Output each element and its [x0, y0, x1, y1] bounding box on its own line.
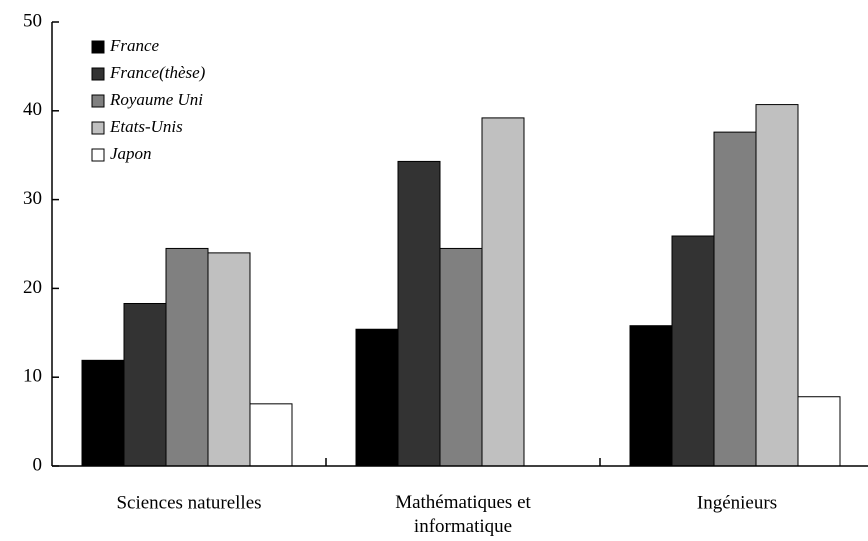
legend-swatch: [91, 148, 105, 162]
legend: France France(thèse) Royaume Uni Etats-Unis…: [91, 36, 206, 163]
bar: [165, 247, 209, 467]
bar: [797, 396, 841, 467]
bar: [123, 302, 167, 467]
bar: [81, 359, 125, 467]
bar: [629, 325, 673, 467]
legend-label: France: [109, 36, 160, 55]
y-tick-label: 0: [33, 454, 43, 475]
bar: [249, 403, 293, 467]
y-tick-label: 10: [23, 366, 42, 387]
x-tick-label: Sciences naturelles: [116, 492, 261, 513]
y-tick-label: 40: [23, 99, 42, 120]
legend-label: Etats-Unis: [109, 117, 183, 136]
y-tick-label: 20: [23, 277, 42, 298]
legend-swatch: [91, 67, 105, 81]
bar: [355, 328, 399, 467]
legend-swatch: [91, 94, 105, 108]
legend-swatch: [91, 40, 105, 54]
bar: [713, 131, 757, 467]
legend-label: Royaume Uni: [109, 90, 203, 109]
y-tick-label: 50: [23, 10, 42, 31]
y-tick-label: 30: [23, 188, 42, 209]
legend-swatch: [91, 121, 105, 135]
bar: [439, 247, 483, 467]
x-tick-label: Ingénieurs: [697, 492, 777, 513]
x-tick-label: Mathématiques et informatique: [395, 492, 531, 537]
legend-label: France(thèse): [109, 63, 206, 82]
bar: [755, 104, 799, 467]
legend-label: Japon: [110, 144, 152, 163]
bar: [671, 235, 715, 467]
bar: [397, 160, 441, 467]
bar: [481, 117, 525, 467]
bar: [207, 252, 251, 467]
